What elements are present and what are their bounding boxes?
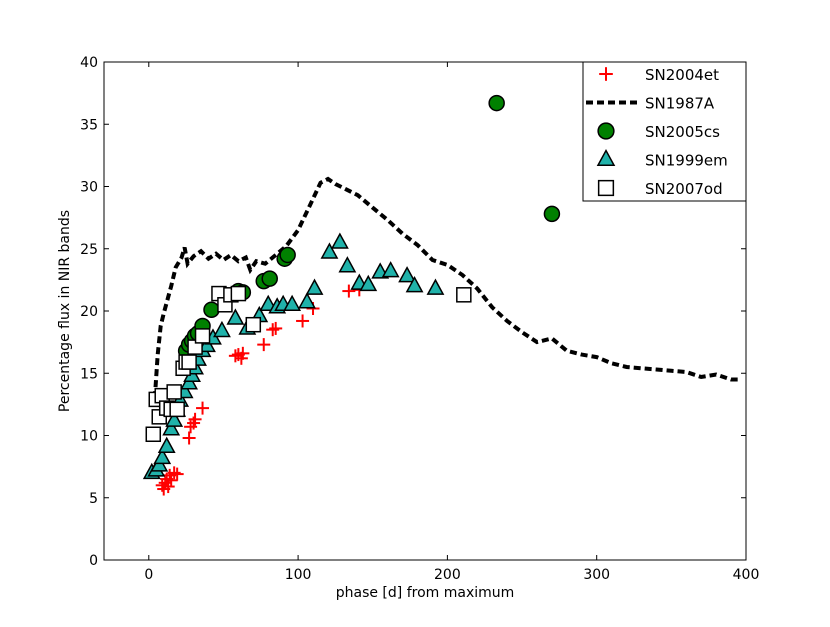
data-point-sn2005cs bbox=[279, 246, 296, 264]
legend-swatch-sn1999em bbox=[596, 149, 616, 167]
data-point-sn2004et bbox=[269, 321, 283, 335]
data-point-sn2007od bbox=[194, 328, 211, 344]
data-point-sn1999em bbox=[426, 278, 445, 295]
data-point-sn2004et bbox=[342, 284, 356, 298]
data-point-sn2005cs bbox=[543, 205, 561, 223]
data-point-sn2004et bbox=[236, 346, 250, 360]
data-point-sn2005cs bbox=[488, 94, 505, 112]
legend-swatch-sn2005cs bbox=[597, 122, 615, 140]
y-tick-label: 15 bbox=[80, 366, 98, 382]
data-point-sn1999em bbox=[226, 308, 245, 325]
data-point-sn1999em bbox=[298, 292, 316, 309]
y-tick-label: 25 bbox=[80, 242, 98, 258]
data-point-sn1999em bbox=[359, 274, 378, 292]
data-point-sn2004et bbox=[228, 349, 242, 363]
x-tick-label: 200 bbox=[434, 567, 461, 583]
data-point-sn1999em bbox=[320, 242, 339, 259]
x-tick-label: 0 bbox=[144, 567, 153, 583]
series-line-sn1987a bbox=[152, 176, 742, 399]
data-point-sn2004et bbox=[196, 401, 210, 415]
y-axis-label: Percentage flux in NIR bands bbox=[57, 210, 73, 412]
y-tick-label: 30 bbox=[80, 180, 98, 196]
data-point-sn2004et bbox=[164, 473, 178, 487]
x-tick-label: 100 bbox=[285, 567, 312, 583]
data-point-sn1999em bbox=[305, 278, 324, 295]
data-point-sn2004et bbox=[257, 338, 271, 352]
legend-label-sn2007od: SN2007od bbox=[645, 180, 723, 198]
data-point-sn2007od bbox=[230, 285, 247, 302]
data-point-sn2007od bbox=[181, 354, 197, 370]
data-point-sn1999em bbox=[283, 294, 302, 312]
data-point-sn1999em bbox=[157, 436, 176, 453]
data-point-sn2004et bbox=[296, 314, 310, 328]
data-point-sn1999em bbox=[381, 261, 400, 278]
data-point-sn2005cs bbox=[261, 270, 278, 287]
data-point-sn2004et bbox=[161, 480, 175, 494]
data-point-sn2007od bbox=[145, 426, 162, 443]
axis-ticks: 0 100 200 300 400 0 5 10 15 20 25 30 35 40 bbox=[80, 55, 759, 583]
data-point-sn1999em bbox=[405, 276, 424, 293]
y-tick-label: 0 bbox=[89, 553, 98, 569]
legend-swatch-sn2007od bbox=[597, 179, 615, 197]
data-point-sn2004et bbox=[170, 467, 184, 481]
data-point-sn1999em bbox=[162, 419, 181, 436]
data-point-sn1999em bbox=[213, 320, 231, 338]
y-tick-label: 20 bbox=[80, 304, 98, 320]
legend: SN2004et SN1987A SN2005cs SN1999em SN2007od bbox=[582, 61, 747, 202]
legend-label-sn2005cs: SN2005cs bbox=[645, 123, 720, 141]
legend-label-sn1987a: SN1987A bbox=[645, 95, 715, 113]
data-point-sn2004et bbox=[266, 323, 280, 337]
y-tick-label: 10 bbox=[80, 429, 98, 445]
data-point-sn2004et bbox=[182, 431, 196, 445]
legend-label-sn1999em: SN1999em bbox=[645, 152, 728, 170]
legend-label-sn2004et: SN2004et bbox=[645, 66, 719, 84]
data-point-sn2007od bbox=[245, 316, 262, 333]
data-point-sn2004et bbox=[167, 466, 181, 480]
x-tick-label: 300 bbox=[583, 567, 610, 583]
data-point-sn2004et bbox=[188, 412, 202, 426]
y-tick-label: 40 bbox=[80, 55, 98, 71]
data-point-sn2007od bbox=[456, 287, 472, 303]
data-point-sn1999em bbox=[165, 410, 184, 427]
data-marks bbox=[142, 94, 742, 496]
data-point-sn1999em bbox=[153, 447, 172, 465]
x-axis-label: phase [d] from maximum bbox=[336, 585, 515, 601]
data-point-sn1999em bbox=[338, 256, 357, 273]
data-point-sn1999em bbox=[330, 232, 349, 249]
data-point-sn2007od bbox=[169, 401, 185, 418]
y-tick-label: 35 bbox=[80, 117, 98, 133]
data-point-sn1999em bbox=[398, 266, 416, 283]
y-tick-label: 5 bbox=[89, 491, 98, 507]
data-point-sn2007od bbox=[166, 384, 182, 400]
legend-swatch-sn2004et bbox=[599, 67, 613, 81]
x-tick-label: 400 bbox=[733, 567, 760, 583]
data-point-sn2005cs bbox=[203, 301, 220, 319]
